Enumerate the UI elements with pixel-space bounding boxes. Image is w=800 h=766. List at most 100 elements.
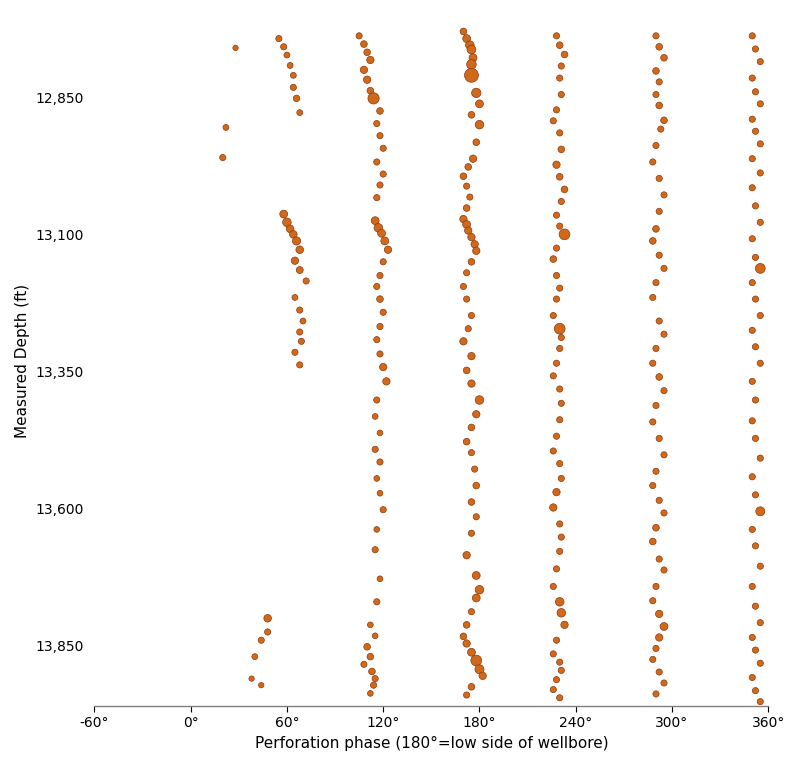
Point <box>754 55 766 67</box>
Point <box>278 208 290 220</box>
Point <box>754 98 766 110</box>
Point <box>650 581 662 593</box>
Point <box>555 607 568 619</box>
Point <box>550 293 563 305</box>
Point <box>554 656 566 668</box>
Point <box>650 139 662 152</box>
Point <box>749 86 762 98</box>
Point <box>746 72 758 84</box>
Point <box>366 666 378 678</box>
Point <box>294 244 306 256</box>
Point <box>374 456 386 468</box>
Point <box>650 688 662 700</box>
Point <box>550 242 563 254</box>
Point <box>554 72 566 84</box>
Point <box>377 503 390 516</box>
Point <box>550 209 563 221</box>
Point <box>555 531 568 543</box>
Point <box>749 644 762 656</box>
Point <box>555 332 568 344</box>
Point <box>297 315 310 327</box>
Point <box>255 679 268 691</box>
Point <box>654 123 667 136</box>
Point <box>658 188 670 201</box>
Point <box>470 408 482 421</box>
Point <box>369 214 382 227</box>
Point <box>650 30 662 42</box>
Point <box>646 594 659 607</box>
Point <box>547 445 560 457</box>
Point <box>380 375 393 388</box>
Point <box>457 213 470 225</box>
Point <box>554 282 566 294</box>
Point <box>353 30 366 42</box>
Point <box>473 394 486 406</box>
Point <box>746 152 758 165</box>
Point <box>555 143 568 155</box>
Point <box>653 249 666 261</box>
Point <box>749 341 762 353</box>
Point <box>462 224 474 237</box>
Point <box>558 619 571 631</box>
Point <box>361 640 374 653</box>
Point <box>653 432 666 444</box>
Point <box>653 172 666 185</box>
Point <box>554 545 566 558</box>
Point <box>749 600 762 612</box>
Point <box>367 92 380 104</box>
Point <box>554 171 566 183</box>
Point <box>658 620 670 633</box>
Point <box>754 167 766 179</box>
Point <box>653 371 666 383</box>
Point <box>369 544 382 556</box>
Point <box>364 619 377 631</box>
Point <box>370 394 383 406</box>
Point <box>364 54 377 66</box>
Point <box>650 65 662 77</box>
Point <box>653 607 666 620</box>
Point <box>550 430 563 442</box>
Point <box>281 49 294 61</box>
Point <box>470 480 482 492</box>
Point <box>650 88 662 100</box>
Point <box>289 346 302 358</box>
Point <box>369 444 382 456</box>
Point <box>369 673 382 685</box>
Point <box>646 653 659 666</box>
Point <box>470 592 482 604</box>
Point <box>754 452 766 464</box>
Point <box>653 631 666 643</box>
Point <box>554 457 566 470</box>
Point <box>463 191 476 203</box>
Point <box>249 650 262 663</box>
Point <box>746 277 758 289</box>
Point <box>749 394 762 406</box>
Point <box>465 647 478 659</box>
Point <box>460 218 473 231</box>
Point <box>374 105 386 117</box>
Point <box>746 581 758 593</box>
Point <box>457 336 470 348</box>
Point <box>650 223 662 235</box>
Point <box>746 30 758 42</box>
Point <box>555 88 568 100</box>
Point <box>550 486 563 498</box>
Point <box>554 383 566 395</box>
Point <box>754 506 766 518</box>
Point <box>457 170 470 182</box>
Point <box>547 309 560 322</box>
Point <box>754 696 766 708</box>
Point <box>653 205 666 218</box>
Point <box>554 127 566 139</box>
Point <box>361 46 374 58</box>
Point <box>749 43 762 55</box>
Point <box>273 32 286 44</box>
Point <box>465 378 478 390</box>
Point <box>473 663 486 676</box>
Point <box>754 560 766 572</box>
Point <box>749 125 762 137</box>
Point <box>294 264 306 277</box>
Point <box>364 650 377 663</box>
Point <box>754 617 766 629</box>
Point <box>463 39 476 51</box>
